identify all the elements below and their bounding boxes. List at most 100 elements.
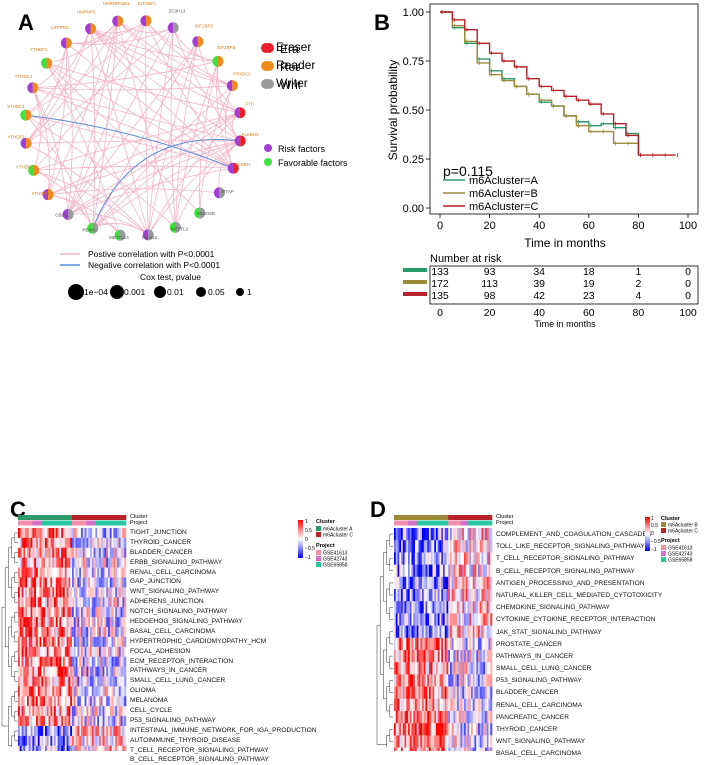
heatmap-cell <box>117 706 120 717</box>
heatmap-cell <box>90 706 93 717</box>
heatmap-cell <box>63 557 66 568</box>
heatmap-cell <box>21 735 24 747</box>
heatmap-cell <box>84 537 87 549</box>
heatmap-cell <box>399 686 402 700</box>
heatmap-cell <box>483 698 486 712</box>
heatmap-cell <box>52 706 55 717</box>
heatmap-cell <box>118 745 121 751</box>
heatmap-cell <box>59 686 62 697</box>
heatmap-cell <box>429 747 432 751</box>
heatmap-cell <box>486 625 489 639</box>
heatmap-cell <box>397 540 400 553</box>
heatmap-cell <box>70 537 73 549</box>
heatmap-cell <box>27 607 30 618</box>
row-label: HEDGEHOG_SIGNALING_PATHWAY <box>130 618 243 626</box>
legend-b-label: m6Acluster=B <box>469 188 538 200</box>
heatmap-cell <box>88 636 91 648</box>
heatmap-cell <box>18 567 21 578</box>
heatmap-cell <box>446 637 449 651</box>
project-annot-label: Project <box>496 519 514 526</box>
heatmap-cell <box>63 617 66 628</box>
heatmap-cell <box>19 656 22 667</box>
heatmap-cell <box>399 601 402 614</box>
heatmap-cell <box>486 674 489 687</box>
heatmap-cell <box>86 676 89 687</box>
network-edge <box>90 28 234 169</box>
cox-size-1 <box>68 284 84 300</box>
heatmap-cell <box>427 564 430 578</box>
heatmap-cell <box>30 696 33 707</box>
heatmap-cell <box>109 617 112 628</box>
heatmap-cell <box>462 650 465 663</box>
cluster-annot-cell <box>455 515 458 520</box>
heatmap-cell <box>23 607 26 618</box>
heatmap-cell <box>100 617 103 628</box>
heatmap-cell <box>108 528 111 539</box>
heatmap-cell <box>450 747 453 751</box>
network-edge <box>26 140 241 144</box>
heatmap-cell <box>97 587 100 598</box>
heatmap-cell <box>436 650 439 663</box>
heatmap-cell <box>84 666 87 677</box>
heatmap-cell <box>425 698 428 712</box>
cluster-annot-cell <box>59 515 62 520</box>
heatmap-cell <box>406 576 409 590</box>
heatmap-c-legend: 1 0.5 0 −0.5 −1 Cluster m6Acluster A m6A… <box>298 519 353 569</box>
heatmap-cell <box>394 662 397 675</box>
cluster-annot-cell <box>68 515 71 520</box>
heatmap-cell <box>95 567 98 578</box>
heatmap-cell <box>416 625 419 639</box>
heatmap-cell <box>467 662 470 675</box>
heatmap-cell <box>109 716 112 727</box>
project-annot-cell <box>401 520 404 526</box>
heatmap-cell <box>465 576 468 590</box>
heatmap-cell <box>120 676 123 687</box>
heatmap-cell <box>478 601 481 614</box>
heatmap-cell <box>84 557 87 568</box>
heatmap-cell <box>481 540 484 553</box>
heatmap-cell <box>82 716 85 727</box>
heatmap-cell <box>55 627 58 638</box>
heatmap-cell <box>59 726 62 737</box>
heatmap-cell <box>91 587 94 598</box>
heatmap-cell <box>117 735 120 747</box>
cluster-annot-cell <box>413 515 416 520</box>
heatmap-cell <box>444 650 447 663</box>
heatmap-cell <box>429 540 432 553</box>
risk-cell: 4 <box>635 290 641 302</box>
heatmap-cell <box>423 723 426 736</box>
heatmap-cell <box>39 745 42 751</box>
heatmap-cell <box>439 662 442 675</box>
heatmap-cell <box>420 674 423 687</box>
project-annot-cell <box>64 520 67 526</box>
heatmap-cell <box>411 686 414 700</box>
heatmap-cell <box>50 716 53 727</box>
x-tick-label: 20 <box>483 220 495 232</box>
heatmap-cell <box>55 676 58 687</box>
heatmap-cell <box>84 547 87 558</box>
heatmap-cell <box>46 656 49 667</box>
cluster-annot-cell <box>88 515 91 520</box>
heatmap-cell <box>108 716 111 727</box>
heatmap-cell <box>432 637 435 651</box>
heatmap-cell <box>81 636 84 648</box>
heatmap-cell <box>50 587 53 598</box>
heatmap-cell <box>102 627 105 638</box>
heatmap-cell <box>77 577 80 588</box>
heatmap-cell <box>32 656 35 667</box>
heatmap-cell <box>30 716 33 727</box>
network-edge <box>117 20 241 114</box>
heatmap-cell <box>486 637 489 651</box>
node-label: RBMX <box>83 228 96 233</box>
heatmap-cell <box>36 567 39 578</box>
heatmap-cell <box>30 656 33 667</box>
heatmap-cell <box>472 637 475 651</box>
heatmap-cell <box>404 613 407 626</box>
heatmap-cell <box>106 656 109 667</box>
cluster-annot-cell <box>104 515 107 520</box>
heatmap-cell <box>41 716 44 727</box>
heatmap-cell <box>79 577 82 588</box>
project-annot-cell <box>460 520 463 526</box>
heatmap-cell <box>19 686 22 697</box>
heatmap-cell <box>483 540 486 553</box>
